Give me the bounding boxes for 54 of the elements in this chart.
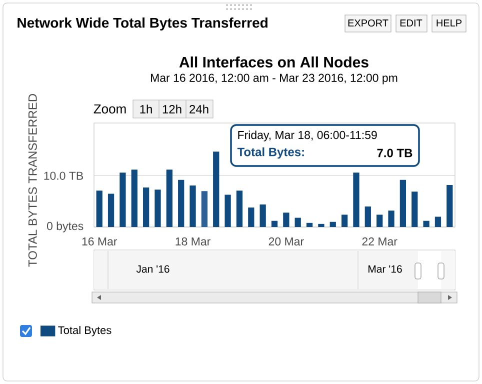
bar bbox=[376, 214, 383, 227]
bar bbox=[423, 220, 430, 227]
bar bbox=[120, 172, 126, 227]
annotation: Total Bytes: bbox=[237, 147, 304, 159]
bar bbox=[190, 185, 196, 227]
text: Mar '16 bbox=[368, 265, 402, 273]
bar bbox=[236, 190, 243, 227]
text: 1h bbox=[140, 104, 152, 114]
text: Jan '16 bbox=[136, 265, 170, 273]
bar bbox=[166, 170, 172, 227]
y-tick-label: 10.0 TB bbox=[44, 172, 83, 180]
bar bbox=[306, 222, 313, 227]
bar bbox=[364, 206, 371, 227]
bar bbox=[108, 194, 114, 227]
text: EDIT bbox=[400, 20, 422, 26]
bar bbox=[341, 214, 348, 227]
bar bbox=[154, 190, 161, 227]
annotation: Friday, Mar 18, 06:00-11:59 bbox=[238, 130, 377, 142]
text: 24h bbox=[190, 104, 208, 114]
text: Mar 16 2016, 12:00 am - Mar 23 2016, 12:00 pm bbox=[151, 74, 398, 84]
bar bbox=[353, 172, 360, 227]
chart-subtitle: All Interfaces on All Nodes bbox=[179, 56, 368, 68]
chart-title: Network Wide Total Bytes Transferred bbox=[18, 17, 268, 31]
bar bbox=[260, 204, 266, 227]
bar bbox=[388, 210, 394, 227]
annotation: 7.0 TB bbox=[377, 148, 412, 158]
bar bbox=[283, 212, 290, 227]
bar bbox=[178, 180, 184, 227]
text: Zoom bbox=[94, 104, 126, 114]
bar bbox=[412, 192, 418, 227]
x-tick-label: 22 Mar bbox=[362, 237, 398, 246]
legend-label: Total Bytes bbox=[58, 326, 112, 336]
text: 12h bbox=[162, 104, 182, 114]
bar bbox=[271, 220, 278, 227]
bar bbox=[224, 194, 231, 227]
bar bbox=[131, 170, 138, 227]
bar bbox=[248, 208, 254, 227]
y-axis-title: TOTAL BYTES TRANSFERRED bbox=[28, 94, 37, 267]
y-tick-label: 0 bytes bbox=[46, 222, 84, 232]
bar bbox=[446, 184, 453, 227]
bar bbox=[142, 188, 150, 227]
bar bbox=[434, 216, 442, 227]
bar bbox=[330, 222, 336, 227]
bar bbox=[96, 190, 102, 227]
bar bbox=[294, 218, 301, 227]
text: EXPORT bbox=[348, 19, 388, 27]
x-tick-label: 18 Mar bbox=[176, 237, 210, 246]
bar bbox=[400, 180, 406, 227]
bar bbox=[213, 152, 220, 227]
bar bbox=[201, 191, 208, 227]
x-tick-label: 20 Mar bbox=[268, 237, 304, 246]
bar bbox=[318, 224, 324, 227]
text: HELP bbox=[436, 20, 462, 26]
x-tick-label: 16 Mar bbox=[82, 237, 118, 246]
